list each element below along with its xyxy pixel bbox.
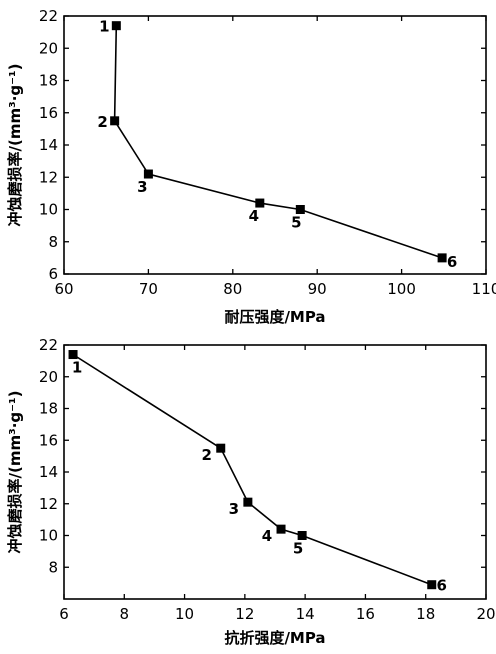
data-point-6 — [437, 253, 447, 263]
x-tick-label: 14 — [296, 605, 315, 623]
plot-frame — [63, 344, 487, 600]
point-label-2: 2 — [202, 446, 212, 464]
y-tick-label: 14 — [39, 463, 58, 481]
y-axis-label: 冲蚀磨损率/(mm³·g⁻¹) — [6, 64, 24, 227]
y-tick-label: 14 — [39, 136, 58, 154]
y-tick-label: 20 — [39, 368, 58, 386]
point-label-5: 5 — [291, 214, 301, 232]
x-tick-label: 18 — [416, 605, 435, 623]
x-tick-label: 20 — [476, 605, 495, 623]
data-point-2 — [216, 443, 226, 453]
chart-2: 6 8 10 12 14 16 18 20810121416182022抗折强度/MPa冲蚀磨… — [6, 336, 496, 647]
point-label-6: 6 — [437, 577, 447, 595]
data-point-5 — [295, 205, 305, 214]
y-tick-label: 16 — [39, 104, 58, 122]
point-label-5: 5 — [293, 540, 303, 558]
data-point-3 — [243, 497, 253, 507]
y-axis-label: 冲蚀磨损率/(mm³·g⁻¹) — [6, 391, 24, 554]
point-label-4: 4 — [262, 527, 272, 545]
y-tick-label: 10 — [39, 527, 58, 545]
data-point-6 — [427, 580, 437, 590]
y-tick-label: 18 — [39, 400, 58, 418]
chart-1: 60 70 80 90 100 1106810121416182022耐压强度/MPa冲蚀… — [6, 7, 496, 326]
data-point-1 — [111, 21, 121, 31]
data-point-2 — [110, 116, 120, 126]
x-tick-label: 70 — [139, 280, 158, 298]
point-label-1: 1 — [72, 359, 82, 377]
data-point-3 — [143, 169, 153, 179]
x-tick-label: 8 — [120, 605, 130, 623]
data-point-1 — [68, 350, 78, 360]
series-line — [72, 353, 432, 586]
y-tick-label: 10 — [39, 201, 58, 219]
y-tick-label: 20 — [39, 39, 58, 57]
y-tick-label: 12 — [39, 168, 58, 186]
x-tick-label: 100 — [387, 280, 416, 298]
plot-frame — [63, 15, 487, 275]
x-tick-label: 80 — [223, 280, 242, 298]
y-tick-label: 18 — [39, 72, 58, 90]
x-tick-label: 16 — [356, 605, 375, 623]
x-tick-label: 6 — [59, 605, 69, 623]
point-label-3: 3 — [137, 178, 147, 196]
x-axis-label: 耐压强度/MPa — [224, 308, 325, 326]
x-axis-label: 抗折强度/MPa — [224, 629, 325, 647]
point-label-1: 1 — [99, 18, 109, 36]
data-point-5 — [297, 531, 307, 540]
y-tick-label: 16 — [39, 431, 58, 449]
data-point-4 — [255, 198, 265, 208]
point-label-2: 2 — [97, 113, 107, 131]
x-tick-label: 90 — [308, 280, 327, 298]
point-label-4: 4 — [249, 207, 259, 225]
y-tick-label: 8 — [48, 558, 58, 576]
y-tick-label: 8 — [48, 233, 58, 251]
x-tick-label: 60 — [54, 280, 73, 298]
y-tick-label: 22 — [39, 7, 58, 25]
x-tick-label: 110 — [472, 280, 496, 298]
point-label-6: 6 — [447, 253, 457, 271]
y-tick-label: 22 — [39, 336, 58, 354]
series-line — [113, 25, 443, 259]
x-tick-label: 12 — [235, 605, 254, 623]
y-tick-label: 12 — [39, 495, 58, 513]
point-label-3: 3 — [229, 500, 239, 518]
y-tick-label: 6 — [48, 265, 58, 283]
data-point-4 — [276, 524, 286, 534]
x-tick-label: 10 — [175, 605, 194, 623]
